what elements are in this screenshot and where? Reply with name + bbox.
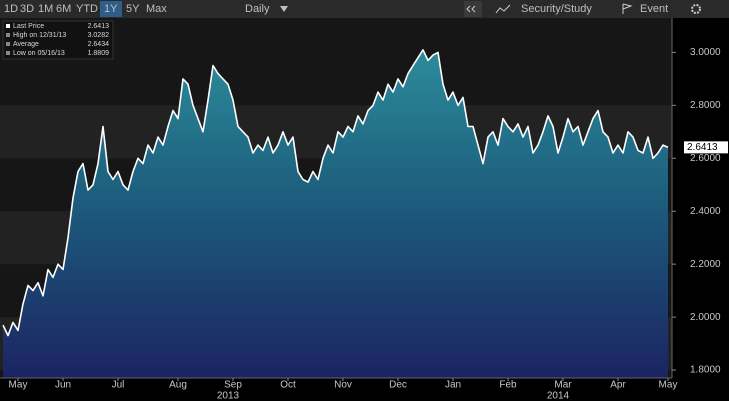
legend-swatch bbox=[6, 51, 10, 55]
x-tick-label: Oct bbox=[280, 380, 296, 391]
y-tick-label: 3.0000 bbox=[690, 47, 721, 58]
legend-value: 2.6434 bbox=[88, 41, 110, 48]
range-button[interactable]: 3D bbox=[20, 3, 34, 15]
y-tick-label: 1.8000 bbox=[690, 365, 721, 376]
legend-value: 2.6413 bbox=[88, 23, 110, 30]
price-line bbox=[2, 49, 669, 337]
x-tick-label: Nov bbox=[334, 380, 352, 391]
y-axis-panel bbox=[672, 18, 729, 378]
event-button[interactable]: Event bbox=[640, 3, 668, 15]
range-button[interactable]: 6M bbox=[56, 3, 71, 15]
last-price-tag bbox=[684, 141, 728, 154]
legend-swatch bbox=[6, 24, 10, 28]
range-button[interactable]: 1Y bbox=[104, 3, 118, 15]
x-tick-label: Jun bbox=[55, 380, 71, 391]
plot-area: 1.8000 2.0000 2.2000 2.4000 2.6000 2.8000 3.00… bbox=[0, 18, 729, 401]
legend-label: Last Price bbox=[13, 23, 44, 30]
x-axis-panel bbox=[0, 378, 729, 401]
y-tick-label: 2.4000 bbox=[690, 206, 721, 217]
settings-icon[interactable] bbox=[691, 4, 701, 14]
year-label: 2014 bbox=[547, 391, 570, 401]
x-tick-label: Apr bbox=[610, 380, 626, 391]
toolbar-buttons: 1D 3D 1M 6M YTD 1Y 5Y Max bbox=[4, 1, 167, 17]
interval-button[interactable]: Daily bbox=[245, 3, 270, 15]
x-tick-label: Dec bbox=[389, 380, 407, 391]
last-price-label: 2.6413 bbox=[687, 142, 718, 153]
legend-label: Average bbox=[13, 41, 39, 48]
y-tick-label: 2.8000 bbox=[690, 100, 721, 111]
collapse-icon bbox=[466, 5, 476, 13]
x-tick-label: Sep bbox=[224, 380, 242, 391]
range-button[interactable]: YTD bbox=[76, 3, 98, 15]
event-icon bbox=[622, 3, 633, 14]
range-button[interactable]: 1D bbox=[4, 3, 18, 15]
range-button[interactable]: Max bbox=[146, 3, 167, 15]
study-button[interactable]: Security/Study bbox=[521, 3, 592, 15]
y-tick-label: 2.0000 bbox=[690, 312, 721, 323]
x-tick-label: Jan bbox=[445, 380, 461, 391]
study-icon bbox=[495, 4, 511, 14]
collapse-button[interactable] bbox=[464, 1, 482, 17]
legend-value: 1.8809 bbox=[88, 50, 110, 57]
x-tick-label: Feb bbox=[499, 380, 517, 391]
legend-swatch bbox=[6, 42, 10, 46]
dropdown-arrow[interactable] bbox=[280, 6, 288, 12]
range-button[interactable]: 5Y bbox=[126, 3, 140, 15]
y-tick-label: 2.2000 bbox=[690, 259, 721, 270]
legend-label: High on 12/31/13 bbox=[13, 32, 66, 39]
legend-swatch bbox=[6, 33, 10, 37]
legend-label: Low on 05/16/13 bbox=[13, 50, 65, 57]
year-label: 2013 bbox=[217, 391, 240, 401]
x-tick-label: May bbox=[9, 380, 28, 391]
legend-box bbox=[2, 20, 114, 60]
x-tick-label: Mar bbox=[554, 380, 572, 391]
selected-range bbox=[100, 1, 122, 17]
toolbar bbox=[0, 0, 729, 18]
legend: Last Price 2.6413 High on 12/31/13 3.0282 Av… bbox=[6, 23, 109, 57]
area bbox=[3, 49, 668, 379]
x-tick-label: Aug bbox=[169, 380, 187, 391]
y-tick-label: 2.6000 bbox=[690, 153, 721, 164]
legend-value: 3.0282 bbox=[88, 32, 110, 39]
x-tick-label: Jul bbox=[112, 380, 125, 391]
range-button[interactable]: 1M bbox=[38, 3, 53, 15]
x-tick-label: May bbox=[659, 380, 678, 391]
